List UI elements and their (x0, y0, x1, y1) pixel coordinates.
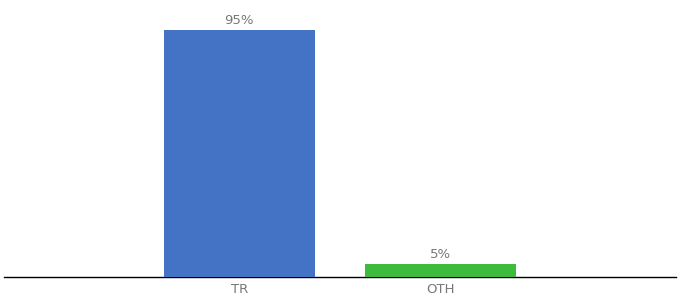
Bar (365, 264, 516, 277)
Bar (164, 30, 315, 277)
Text: 5%: 5% (430, 248, 452, 261)
Text: 95%: 95% (224, 14, 254, 27)
